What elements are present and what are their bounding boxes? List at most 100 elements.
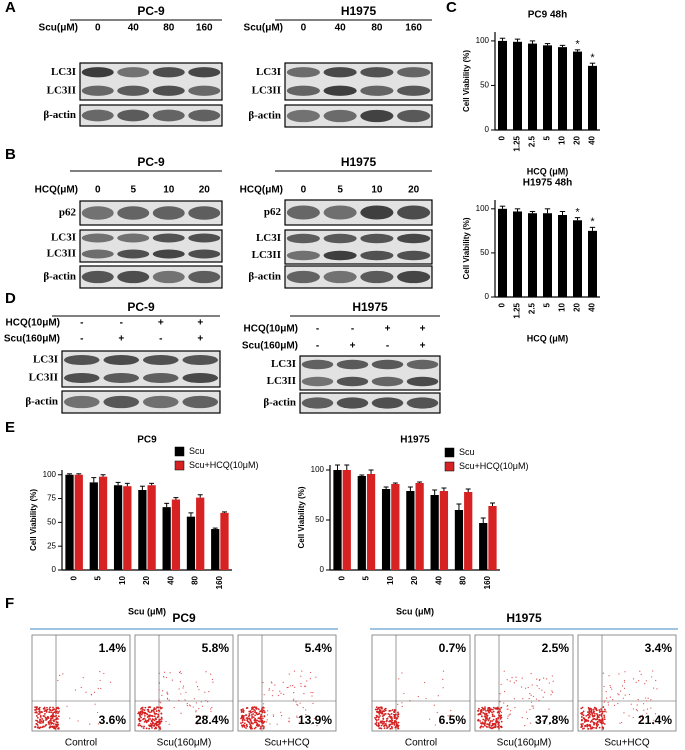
flow-event xyxy=(390,716,393,718)
flow-event xyxy=(477,713,480,716)
band xyxy=(152,85,185,96)
flow-event xyxy=(655,679,657,682)
flow-event xyxy=(35,711,38,714)
flow-event xyxy=(250,721,253,724)
percent-lower: 13.9% xyxy=(298,713,332,727)
flow-event xyxy=(382,722,385,725)
flow-event xyxy=(249,719,252,721)
flow-event xyxy=(245,714,248,716)
percent-lower: 3.6% xyxy=(99,713,127,727)
flow-event xyxy=(261,723,263,725)
band xyxy=(142,354,179,366)
blot-frame xyxy=(79,265,223,289)
flow-event xyxy=(38,706,41,709)
flow-event xyxy=(638,680,640,682)
flow-event xyxy=(602,710,604,713)
protein-label: LC3II xyxy=(252,249,281,261)
flow-event xyxy=(66,705,68,707)
flow-event xyxy=(44,716,47,719)
bar xyxy=(220,512,229,570)
flow-event xyxy=(384,713,387,715)
percent-lower: 6.5% xyxy=(439,713,467,727)
flow-event xyxy=(99,679,101,682)
flow-event xyxy=(395,719,398,721)
flow-event xyxy=(160,712,163,715)
y-tick-label: 100 xyxy=(311,465,325,474)
flow-event xyxy=(515,680,517,682)
flow-event xyxy=(166,691,168,693)
band xyxy=(188,85,221,96)
flow-event xyxy=(442,670,445,672)
x-tick-label: 40 xyxy=(588,135,597,144)
band xyxy=(152,233,185,243)
bar xyxy=(123,486,132,570)
flow-event xyxy=(300,685,302,687)
flow-event xyxy=(509,680,511,682)
bar xyxy=(98,476,108,570)
flow-event xyxy=(386,727,388,730)
band xyxy=(323,67,357,78)
band xyxy=(360,250,394,261)
treatment-level: 0 xyxy=(301,185,307,196)
bar xyxy=(171,499,181,570)
band xyxy=(323,250,357,261)
flow-event xyxy=(396,713,398,715)
flow-event xyxy=(249,723,252,726)
flow-event xyxy=(55,714,58,717)
flow-event xyxy=(44,713,46,715)
band xyxy=(323,270,357,284)
flow-event xyxy=(57,727,59,730)
flow-event xyxy=(168,699,170,701)
treatment-level: 20 xyxy=(408,185,420,196)
flow-event xyxy=(499,714,502,717)
flow-event xyxy=(376,710,378,713)
bar xyxy=(479,523,488,570)
flow-event xyxy=(632,678,635,680)
flow-event xyxy=(624,671,626,673)
flow-event xyxy=(581,725,583,728)
flow-event xyxy=(242,709,245,712)
treatment-level: 160 xyxy=(196,23,213,34)
band xyxy=(360,67,394,78)
flow-event xyxy=(521,686,523,688)
flow-event xyxy=(645,680,647,682)
band xyxy=(152,67,185,78)
flow-event xyxy=(500,720,503,723)
panel-letter: D xyxy=(5,290,16,307)
flow-event xyxy=(208,690,210,693)
flow-event xyxy=(500,683,502,686)
flow-event xyxy=(212,681,214,683)
flow-event xyxy=(442,678,444,681)
flow-event xyxy=(650,707,652,709)
flow-event xyxy=(486,718,489,721)
flow-event xyxy=(45,723,48,726)
flow-event xyxy=(178,699,180,702)
flow-event xyxy=(603,716,606,719)
treatment-level: 10 xyxy=(163,185,175,196)
flow-event xyxy=(596,718,599,721)
flow-event xyxy=(529,692,531,695)
flow-event xyxy=(140,725,143,728)
band xyxy=(182,354,219,366)
flow-event xyxy=(624,681,626,683)
flow-event xyxy=(602,672,604,674)
treatment-level: - xyxy=(120,318,123,329)
flow-event xyxy=(389,709,392,712)
flow-event xyxy=(148,715,151,718)
flow-event xyxy=(147,708,150,711)
flow-event xyxy=(211,707,213,709)
flow-event xyxy=(99,671,101,673)
band xyxy=(397,85,431,96)
flow-event xyxy=(650,699,652,701)
flow-event xyxy=(243,722,246,725)
flow-event xyxy=(581,713,584,716)
flow-event xyxy=(483,724,486,727)
flow-event xyxy=(198,707,200,710)
band xyxy=(81,85,114,96)
flow-event xyxy=(656,688,658,690)
flow-event xyxy=(507,717,509,719)
flow-event xyxy=(149,711,151,714)
flow-event xyxy=(48,708,51,711)
flow-event xyxy=(261,721,264,723)
flow-event xyxy=(643,709,645,711)
